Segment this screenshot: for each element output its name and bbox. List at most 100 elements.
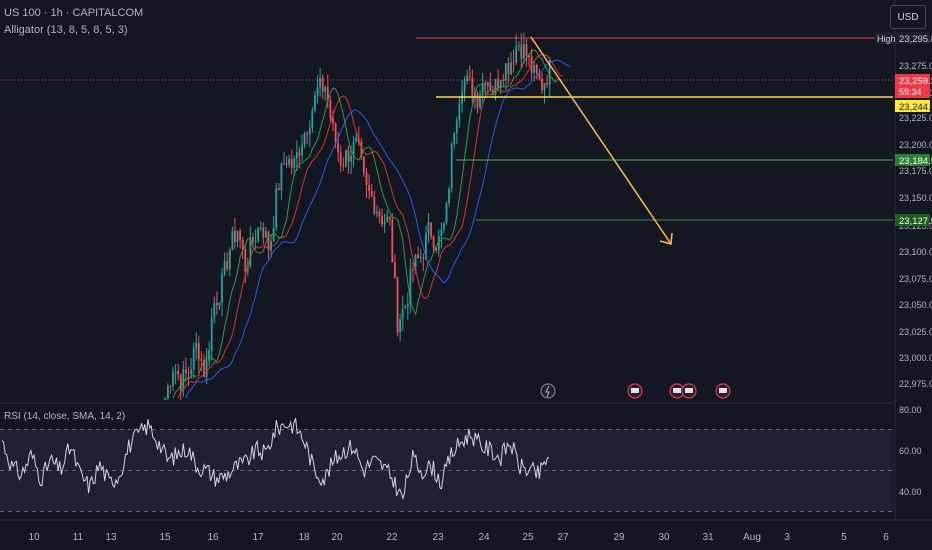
time-tick-label: 11	[73, 532, 84, 543]
candle-body	[435, 247, 438, 250]
candles-layer	[164, 32, 551, 400]
candle-body	[241, 239, 244, 250]
candle-body	[205, 360, 208, 377]
flag-glyph	[673, 388, 681, 393]
candle-body	[445, 202, 448, 224]
candle-body	[504, 63, 507, 80]
time-tick-label: 24	[478, 532, 490, 543]
candle-body	[254, 240, 257, 242]
candle-body	[283, 163, 285, 165]
candle-body	[502, 79, 505, 81]
candle-body	[267, 231, 270, 251]
candle-body	[228, 250, 231, 270]
price-tick-label: 23,050.0	[899, 300, 932, 310]
candle-body	[337, 143, 339, 153]
candle-body	[365, 172, 368, 186]
candle-body	[319, 78, 321, 88]
rsi-band	[0, 402, 893, 512]
time-tick-label: 6	[883, 532, 889, 543]
levels-layer	[0, 36, 893, 245]
candle-body	[507, 63, 510, 75]
time-tick-label: 15	[159, 532, 171, 543]
candle-body	[510, 62, 512, 75]
candle-body	[259, 227, 262, 229]
target2-label-bg	[895, 214, 930, 226]
candle-body	[401, 308, 404, 320]
candle-body	[355, 138, 358, 142]
candle-body	[239, 230, 241, 240]
candle-body	[375, 211, 378, 214]
candle-body	[388, 216, 391, 220]
candle-body	[515, 46, 518, 63]
candle-body	[321, 78, 324, 92]
candle-body	[525, 44, 528, 56]
candle-body	[404, 306, 407, 309]
candle-body	[265, 231, 267, 238]
candle-body	[280, 164, 283, 191]
candle-body	[450, 143, 453, 189]
time-tick-label: 3	[784, 532, 790, 543]
candle-body	[169, 385, 172, 387]
yellow-level-label: 23,244.2	[899, 102, 932, 113]
candle-body	[497, 78, 499, 88]
candle-body	[391, 219, 394, 263]
currency-button[interactable]: USD	[890, 5, 926, 29]
candle-body	[440, 229, 443, 237]
candle-body	[419, 257, 422, 259]
time-tick-label: 30	[658, 532, 670, 543]
candle-body	[517, 45, 520, 47]
candle-body	[512, 62, 515, 64]
rsi-title[interactable]: RSI (14, close, SMA, 14, 2)	[4, 411, 126, 422]
candle-body	[479, 95, 481, 107]
time-tick-label: 13	[105, 532, 117, 543]
time-tick-label: 29	[613, 532, 625, 543]
candle-body	[200, 359, 203, 361]
candle-body	[174, 371, 177, 373]
projection-arrow-line	[530, 36, 672, 245]
candle-body	[257, 228, 260, 241]
candle-body	[476, 92, 479, 107]
candle-body	[316, 87, 319, 96]
candle-body	[466, 75, 468, 82]
rsi-tick-label: 40.00	[899, 487, 922, 497]
flag-glyph	[719, 388, 727, 393]
candle-body	[350, 155, 352, 162]
candle-body	[210, 317, 213, 351]
candle-body	[275, 188, 278, 228]
candle-body	[347, 150, 350, 162]
candle-body	[458, 103, 461, 121]
time-tick-label: 5	[841, 532, 847, 543]
symbol-title[interactable]: US 100 · 1h · CAPITALCOM	[4, 7, 144, 19]
candle-body	[538, 73, 541, 79]
candle-body	[167, 385, 169, 399]
candle-body	[546, 83, 548, 85]
rsi-layer	[1, 418, 550, 501]
candle-body	[197, 342, 200, 360]
rsi-tick-label: 60.00	[899, 446, 922, 456]
candle-body	[345, 150, 347, 166]
candle-body	[360, 141, 363, 157]
events-layer	[540, 383, 731, 399]
candle-body	[394, 262, 396, 278]
lightning-icon	[540, 383, 556, 399]
indicator-title[interactable]: Alligator (13, 8, 5, 8, 5, 3)	[4, 24, 128, 36]
candle-body	[314, 95, 316, 111]
candle-body	[195, 342, 198, 349]
time-tick-label: 20	[331, 532, 343, 543]
time-tick-label: 17	[252, 532, 264, 543]
lips-line	[172, 49, 558, 399]
candle-body	[430, 222, 432, 237]
candle-body	[342, 165, 345, 167]
candle-body	[370, 191, 373, 197]
candle-body	[541, 79, 543, 91]
current-price-label: 23,259.3	[899, 76, 932, 87]
candle-body	[298, 152, 301, 156]
candle-body	[494, 78, 497, 95]
price-tick-label: 23,275.0	[899, 61, 932, 71]
projection-arrow-head	[659, 232, 673, 245]
high-value-label-bg	[895, 32, 930, 44]
time-tick-label: 18	[298, 532, 310, 543]
candle-body	[190, 369, 192, 374]
